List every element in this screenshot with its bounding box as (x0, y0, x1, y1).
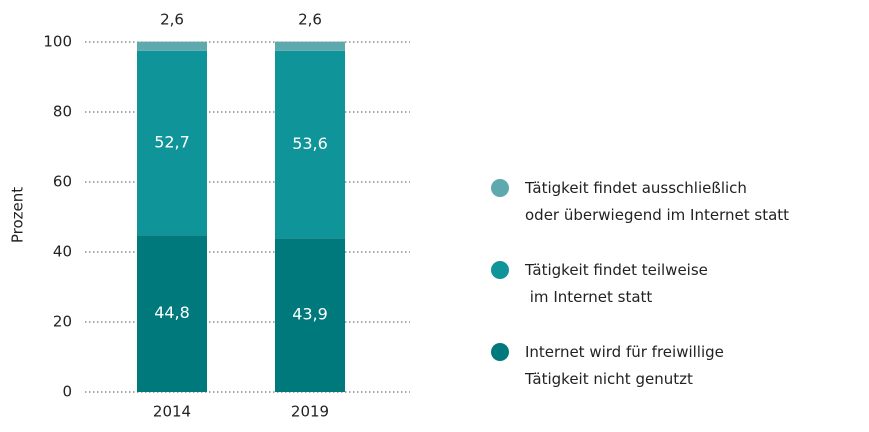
data-label: 2,6 (298, 11, 322, 29)
y-tick-label: 60 (53, 173, 72, 191)
data-label: 52,7 (154, 132, 190, 151)
legend-line: im Internet statt (525, 288, 652, 306)
legend-marker (491, 261, 509, 279)
y-tick-label: 100 (43, 33, 72, 51)
data-label: 53,6 (292, 134, 328, 153)
bar-segment (275, 50, 345, 239)
legend-marker (491, 343, 509, 361)
data-label: 43,9 (292, 305, 328, 324)
legend-marker (491, 179, 509, 197)
bar-segment (275, 238, 345, 392)
x-tick-label: 2019 (291, 403, 329, 421)
x-tick-label: 2014 (153, 403, 191, 421)
data-label: 2,6 (160, 11, 184, 29)
legend-line: Tätigkeit findet teilweise (524, 261, 708, 279)
legend-label: Tätigkeit findet teilweise im Internet s… (524, 261, 708, 306)
legend-label: Internet wird für freiwillige Tätigkeit n… (524, 343, 724, 388)
data-label: 44,8 (154, 303, 190, 322)
legend-line: Tätigkeit nicht genutzt (524, 370, 693, 388)
legend-line: Tätigkeit findet ausschließlich (524, 179, 747, 197)
y-axis-label: Prozent (9, 187, 27, 243)
legend-line: Internet wird für freiwillige (525, 343, 724, 361)
y-tick-label: 0 (62, 383, 72, 401)
bar-segment (137, 41, 207, 51)
bar-segment (137, 235, 207, 392)
legend-line: oder überwiegend im Internet statt (525, 206, 789, 224)
bar-segment (137, 50, 207, 236)
y-tick-label: 40 (53, 243, 72, 261)
bar-segment (275, 41, 345, 51)
y-tick-label: 80 (53, 103, 72, 121)
legend-label: Tätigkeit findet ausschließlich oder über… (524, 179, 789, 224)
y-tick-label: 20 (53, 313, 72, 331)
